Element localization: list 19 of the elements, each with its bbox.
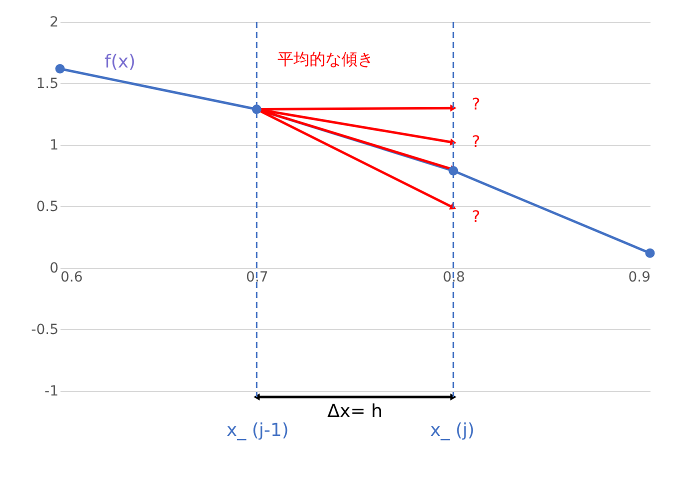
- annotation: ?: [472, 94, 480, 114]
- y-tick-label: 2: [50, 14, 58, 30]
- y-tick-label: 1.5: [36, 76, 58, 92]
- y-tick-label: 1: [50, 137, 58, 154]
- x-tick-label: 0.8: [442, 269, 465, 286]
- text: x_ (j-1): [226, 420, 289, 441]
- annotation: 平均的な傾き: [278, 50, 374, 68]
- annotation: ?: [472, 132, 480, 151]
- text: Δx= h: [327, 401, 383, 422]
- x-tick-label: 0.9: [628, 269, 650, 286]
- text: x_ (j): [430, 420, 475, 441]
- y-tick-label: 0.5: [36, 198, 58, 215]
- y-tick-label: -0.5: [31, 322, 58, 338]
- y-tick-label: -1: [44, 383, 58, 400]
- annotation: ?: [472, 207, 480, 226]
- series-label: f(x): [104, 52, 136, 73]
- x-tick-label: 0.7: [246, 269, 268, 286]
- x-tick-label: 0.6: [60, 269, 83, 286]
- y-tick-label: 0: [50, 260, 58, 276]
